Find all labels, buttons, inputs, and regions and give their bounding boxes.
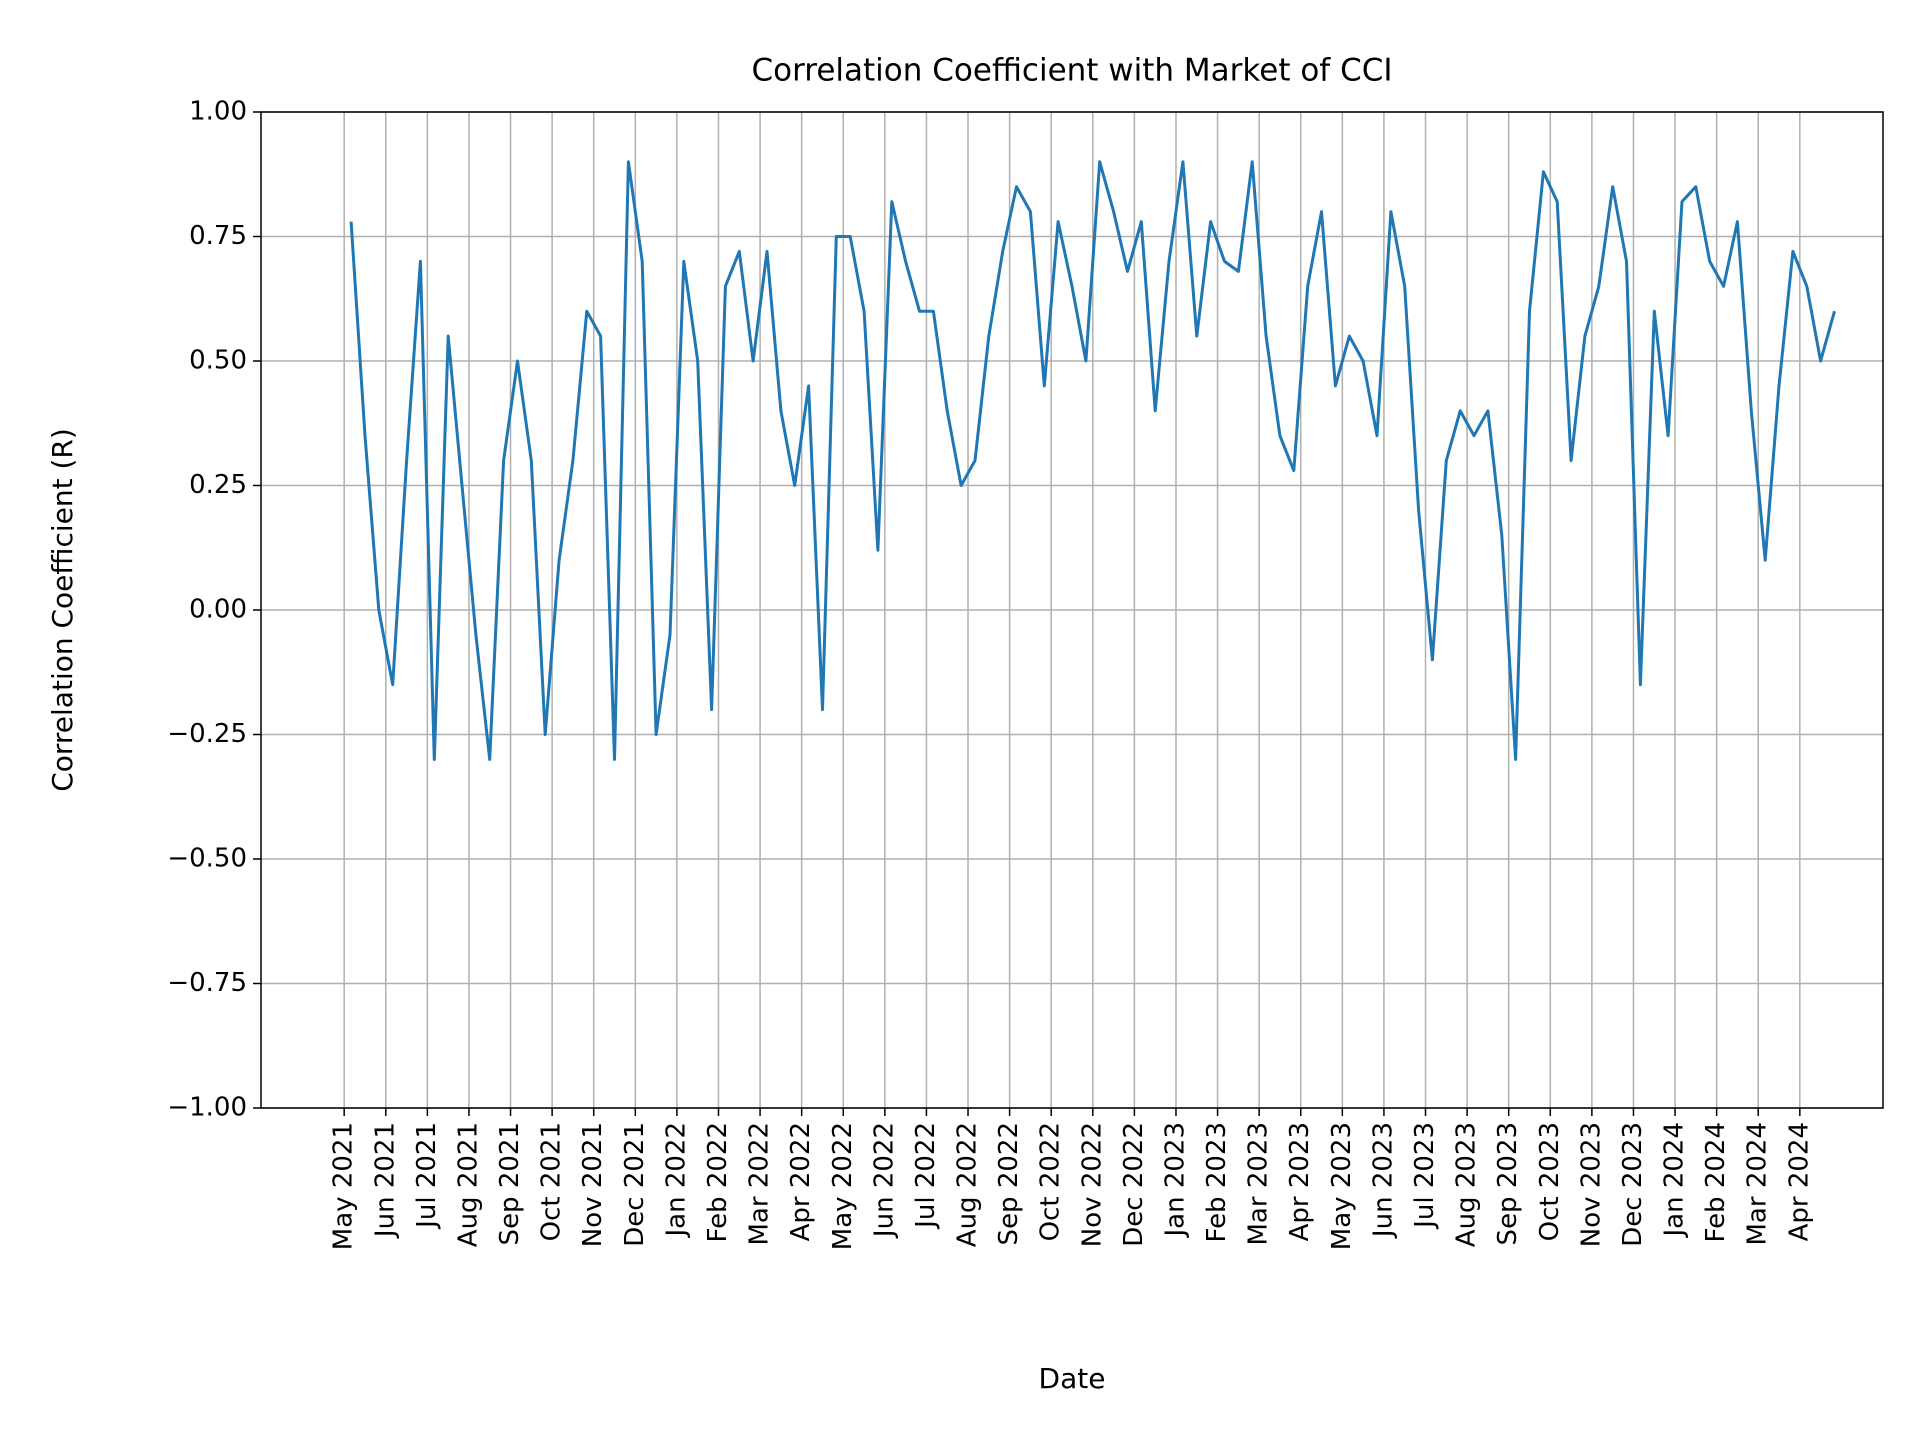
y-tick-label: 0.00 xyxy=(189,595,247,625)
x-tick-label: Aug 2022 xyxy=(953,1122,983,1247)
x-tick-label: Jan 2024 xyxy=(1660,1122,1690,1239)
y-tick-label: 0.75 xyxy=(189,221,247,251)
x-tick-label: Sep 2023 xyxy=(1493,1122,1523,1245)
x-tick-label: Oct 2022 xyxy=(1036,1122,1066,1241)
x-tick-label: Jul 2023 xyxy=(1410,1122,1440,1230)
x-axis-label: Date xyxy=(1039,1362,1106,1395)
x-tick-label: Oct 2021 xyxy=(537,1122,567,1241)
x-tick-label: Aug 2021 xyxy=(453,1122,483,1247)
x-tick-label: Jan 2023 xyxy=(1160,1122,1190,1239)
plot-frame xyxy=(260,111,1884,1109)
x-tick-label: Sep 2022 xyxy=(994,1122,1024,1245)
x-tick-label: May 2021 xyxy=(329,1122,359,1250)
y-tick-label: −0.75 xyxy=(167,968,247,998)
x-tick-label: Jun 2022 xyxy=(869,1122,899,1239)
data-line xyxy=(349,160,1836,761)
y-tick-label: 0.25 xyxy=(189,470,247,500)
x-tick-label: Feb 2023 xyxy=(1202,1122,1232,1242)
x-tick-label: Sep 2021 xyxy=(495,1122,525,1245)
x-tick-label: Nov 2023 xyxy=(1576,1122,1606,1247)
x-tick-label: Dec 2023 xyxy=(1618,1122,1648,1247)
x-tick-label: Jun 2021 xyxy=(370,1122,400,1239)
chart-title: Correlation Coefficient with Market of C… xyxy=(751,53,1392,89)
x-tick-label: Jan 2022 xyxy=(661,1122,691,1239)
x-tick-label: May 2022 xyxy=(828,1122,858,1250)
x-tick-label: Apr 2024 xyxy=(1784,1122,1814,1241)
x-tick-label: Dec 2022 xyxy=(1119,1122,1149,1247)
x-tick-label: Feb 2024 xyxy=(1701,1122,1731,1242)
y-tick-label: 0.50 xyxy=(189,346,247,376)
x-tick-label: Nov 2022 xyxy=(1077,1122,1107,1247)
x-tick-label: Apr 2022 xyxy=(786,1122,816,1241)
x-tick-label: Jun 2023 xyxy=(1368,1122,1398,1239)
y-axis-label: Correlation Coefficient (R) xyxy=(46,428,79,792)
x-tick-label: Oct 2023 xyxy=(1535,1122,1565,1241)
x-tick-label: Jul 2022 xyxy=(911,1122,941,1230)
x-tick-label: Jul 2021 xyxy=(412,1122,442,1230)
y-tick-label: −1.00 xyxy=(167,1093,247,1123)
x-tick-label: Apr 2023 xyxy=(1285,1122,1315,1241)
x-tick-label: Aug 2023 xyxy=(1452,1122,1482,1247)
y-tick-label: −0.25 xyxy=(167,719,247,749)
y-tick-label: −0.50 xyxy=(167,844,247,874)
x-tick-label: Mar 2022 xyxy=(745,1122,775,1246)
x-tick-label: Feb 2022 xyxy=(703,1122,733,1242)
y-tick-label: 1.00 xyxy=(189,97,247,127)
x-tick-label: Dec 2021 xyxy=(620,1122,650,1247)
x-tick-label: Mar 2024 xyxy=(1743,1122,1773,1246)
x-tick-label: Mar 2023 xyxy=(1244,1122,1274,1246)
x-tick-label: Nov 2021 xyxy=(578,1122,608,1247)
x-tick-label: May 2023 xyxy=(1327,1122,1357,1250)
